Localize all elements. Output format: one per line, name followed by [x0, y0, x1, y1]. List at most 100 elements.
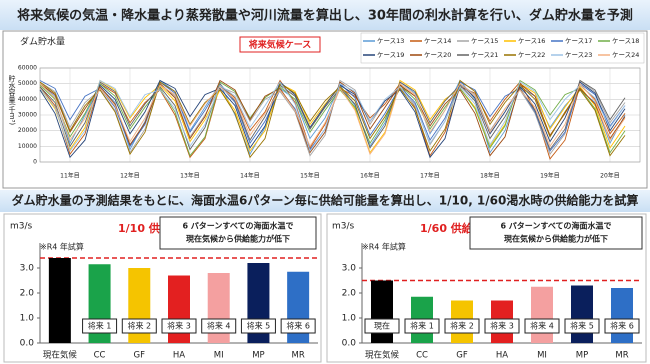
legend-label: ケース24	[612, 51, 639, 59]
y-tick-label: 3.0	[20, 264, 35, 274]
bar-label: 将来 2	[127, 321, 151, 331]
bar-label-box	[280, 318, 316, 334]
bar-label-box	[564, 318, 600, 334]
legend-frame	[360, 32, 645, 64]
bar	[571, 285, 593, 343]
bar-label: 将来 4	[530, 321, 554, 331]
x-tick-label: 現在気候	[365, 350, 400, 361]
bar-label-box	[404, 318, 440, 334]
x-tick-label: MP	[252, 351, 264, 361]
legend-label: ケース21	[471, 51, 498, 59]
x-tick-label: 15年目	[300, 172, 320, 180]
y-tick-label: 2.0	[20, 289, 35, 299]
banner-title: 将来気候の気温・降水量より蒸発散量や河川流量を算出し、30年間の利水計算を行い、…	[17, 8, 633, 24]
bar-label-box	[161, 318, 197, 334]
y-tick-label: 0.0	[342, 339, 357, 349]
note: ※R4 年試算	[40, 242, 84, 252]
bar-label: 将来 3	[167, 321, 191, 331]
x-tick-label: GF	[134, 351, 146, 361]
x-tick-label: CC	[94, 351, 106, 361]
bar-label-box	[121, 318, 157, 334]
bar-label: 将来 1	[410, 321, 434, 331]
banner-title: ダム貯水量の予測結果をもとに、海面水温6パターン毎に供給可能量を算出し、1/10…	[12, 193, 639, 208]
series-line	[39, 82, 626, 156]
plot-frame	[39, 67, 641, 163]
y-tick-label: 1.0	[342, 314, 357, 324]
y-tick-label: 60000	[18, 65, 37, 72]
bar	[531, 286, 553, 343]
bar	[48, 258, 71, 343]
y-tick-label: 40000	[18, 96, 37, 103]
x-tick-label: 13年目	[180, 172, 200, 180]
bar	[371, 280, 393, 343]
x-tick-label: GF	[456, 351, 468, 361]
legend-label: ケース13	[377, 37, 404, 45]
x-tick-label: 19年目	[540, 172, 560, 180]
y-tick-label: 10000	[18, 143, 37, 150]
x-tick-label: 18年目	[480, 172, 500, 180]
legend-label: ケース23	[565, 51, 592, 59]
legend-label: ケース20	[424, 51, 451, 59]
x-tick-label: MP	[576, 351, 588, 361]
series-line	[39, 79, 626, 159]
y-tick-label: 50000	[18, 80, 37, 87]
bar-label: 将来 6	[286, 321, 310, 331]
x-tick-label: MR	[615, 351, 628, 361]
note: ※R4 年試算	[362, 242, 406, 252]
y-tick-label: 2.0	[342, 289, 357, 299]
y-tick-label: 20000	[18, 127, 37, 134]
bar	[611, 288, 633, 343]
annotation-box	[469, 216, 643, 250]
unit-label: m3/s	[332, 222, 355, 232]
x-tick-label: CC	[416, 351, 428, 361]
banner-bg	[0, 190, 650, 212]
bar-label: 将来 5	[570, 321, 594, 331]
x-tick-label: MI	[537, 351, 547, 361]
badge: 将来気候ケース	[249, 39, 312, 51]
x-tick-label: 現在気候	[43, 350, 78, 361]
annotation: 現在気候から供給能力が低下	[186, 234, 290, 244]
y-axis-label: 貯水容量(千m³)	[8, 74, 16, 125]
bar-label: 将来 4	[207, 321, 231, 331]
legend-label: ケース15	[471, 37, 498, 45]
y-tick-label: 1.0	[20, 314, 35, 324]
annotation: 現在気候から供給能力が低下	[504, 234, 608, 244]
bar-label-box	[240, 318, 276, 334]
legend-label: ケース14	[424, 37, 451, 45]
bar-label-box	[484, 318, 520, 334]
unit-label: m3/s	[10, 222, 33, 232]
bar-label-box	[604, 318, 640, 334]
annotation-box	[159, 216, 317, 250]
legend-label: ケース17	[565, 37, 592, 45]
y-tick-label: 3.0	[342, 264, 357, 274]
bar-label-box	[82, 318, 118, 334]
bar-label-box	[524, 318, 560, 334]
series-line	[39, 79, 626, 151]
bar-label-box	[201, 318, 237, 334]
x-tick-label: 11年目	[60, 172, 80, 180]
bar-label: 将来 3	[490, 321, 514, 331]
bar-label: 将来 1	[88, 321, 112, 331]
legend-label: ケース22	[518, 51, 545, 59]
badge-box	[239, 36, 321, 53]
x-tick-label: 12年目	[120, 172, 140, 180]
legend-label: ケース19	[377, 51, 404, 59]
x-tick-label: MR	[292, 351, 305, 361]
banner-bg	[0, 0, 650, 30]
bar-label: 現在	[374, 321, 390, 331]
bar-label-box	[444, 318, 480, 334]
chart-title: ダム貯水量	[20, 36, 65, 48]
x-tick-label: 20年目	[600, 172, 620, 180]
legend-label: ケース18	[612, 37, 639, 45]
x-tick-label: 14年目	[240, 172, 260, 180]
y-tick-label: 0.0	[20, 339, 35, 349]
series-line	[39, 79, 626, 159]
bar-label: 将来 6	[610, 321, 634, 331]
bar-label-box	[364, 318, 400, 334]
y-tick-label: 0	[33, 159, 37, 166]
x-tick-label: HA	[496, 351, 508, 361]
x-tick-label: MI	[214, 351, 224, 361]
series-line	[39, 79, 626, 157]
bar-label: 将来 2	[450, 321, 474, 331]
